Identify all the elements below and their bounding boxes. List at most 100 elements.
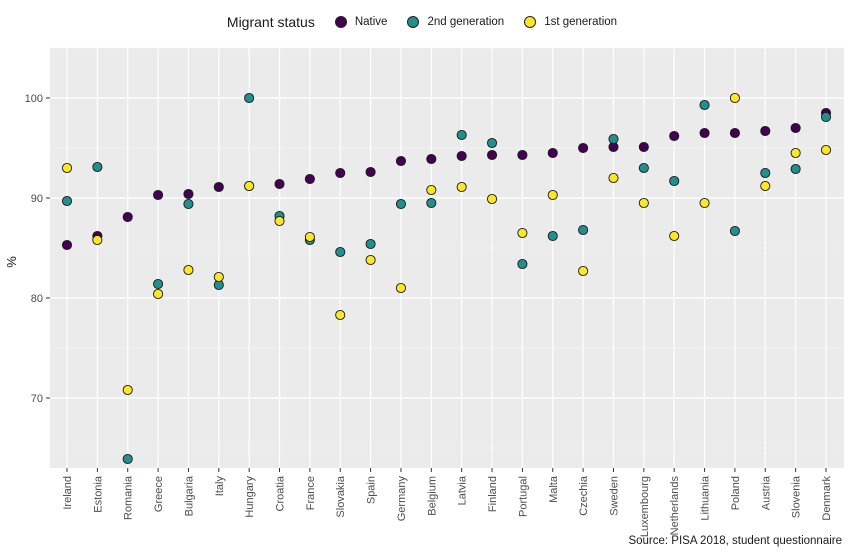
legend-item-1st-generation: 1st generation [524,16,617,28]
point-native [669,130,680,142]
point-2nd-generation [395,198,407,210]
x-tick-label: Spain [366,476,378,504]
point-1st-generation [122,384,133,396]
x-tick-label: Slovenia [791,475,803,518]
x-tick-label: Greece [153,476,165,512]
y-tick-label: 90 [31,193,43,205]
x-tick-label: Germany [396,476,408,522]
x-tick-label: Portugal [517,476,529,517]
x-tick-label: Italy [214,476,226,497]
source-note: Source: PISA 2018, student questionnaire [628,535,842,547]
point-2nd-generation [820,111,832,123]
gridlines [50,47,844,468]
point-native [395,155,407,167]
x-tick-label: Latvia [457,475,469,505]
point-1st-generation [153,288,164,300]
point-1st-generation [456,181,467,193]
point-1st-generation [486,193,498,205]
point-1st-generation [395,282,407,294]
point-2nd-generation [335,246,346,258]
point-1st-generation [820,144,832,156]
y-axis-title: % [4,256,19,268]
x-tick-label: France [305,476,317,510]
x-tick-label: Sweden [608,476,620,516]
legend-label-1st-generation: 1st generation [544,16,618,28]
plot-panel [50,48,844,468]
x-tick-label: Bulgaria [183,475,195,516]
point-2nd-generation [92,161,103,173]
legend-item-2nd-generation: 2nd generation [407,16,504,28]
point-native [153,189,164,201]
x-tick-label: Belgium [426,476,438,516]
point-1st-generation [183,264,194,276]
x-tick-label: Netherlands [669,476,681,536]
x-axis: Ireland Estonia Romania Greece Bulgaria Italy… [62,468,833,537]
x-tick-label: Romania [123,475,135,520]
y-tick-label: 100 [25,93,43,105]
point-2nd-generation [122,453,133,465]
point-2nd-generation [608,133,619,145]
point-native [304,173,315,185]
point-native [790,122,801,134]
point-native [760,125,771,137]
point-2nd-generation [638,162,649,174]
x-tick-label: Austria [760,475,772,510]
x-tick-label: Poland [730,476,742,510]
point-2nd-generation [244,92,255,104]
point-1st-generation [638,197,649,209]
point-native [456,150,467,162]
point-1st-generation [304,231,315,243]
legend-title: Migrant status [226,14,315,30]
point-1st-generation [61,162,73,174]
legend-item-native: Native [334,16,388,28]
point-2nd-generation [729,225,740,237]
x-tick-label: Slovakia [335,475,347,517]
point-native [183,188,194,200]
x-tick-label: Malta [548,475,560,503]
point-native [122,211,133,223]
y-tick-label: 80 [31,293,43,305]
x-tick-label: Czechia [578,475,590,516]
legend-label-native: Native [354,16,388,28]
point-native [578,142,589,154]
legend-swatch-1st-generation [524,16,537,28]
point-native [365,166,376,178]
point-2nd-generation [153,278,164,290]
legend-swatch-native [334,16,347,28]
point-1st-generation [517,227,528,239]
point-2nd-generation [426,197,437,209]
point-native [517,149,528,161]
point-native [486,149,498,161]
point-native [274,178,285,190]
point-2nd-generation [699,99,710,111]
point-2nd-generation [183,198,194,210]
point-native [426,153,437,165]
y-axis: 70 80 90 100 [25,93,50,405]
point-1st-generation [608,172,619,184]
point-2nd-generation [760,167,771,179]
point-native [729,127,740,139]
point-2nd-generation [486,137,498,149]
point-1st-generation [244,180,255,192]
point-1st-generation [274,215,285,227]
point-native [699,127,710,139]
x-tick-label: Luxembourg [639,476,651,537]
point-1st-generation [547,189,558,201]
point-1st-generation [578,265,589,277]
point-1st-generation [365,254,376,266]
point-1st-generation [92,234,103,246]
legend: Migrant status Native 2nd generation 1st… [0,10,850,34]
x-tick-label: Denmark [821,476,833,521]
point-1st-generation [669,230,680,242]
legend-swatch-2nd-generation [407,16,420,28]
point-1st-generation [699,197,710,209]
legend-label-2nd-generation: 2nd generation [427,16,505,28]
point-native [335,167,346,179]
point-2nd-generation [365,238,376,250]
x-tick-label: Finland [487,476,499,512]
point-1st-generation [760,180,771,192]
point-1st-generation [335,309,346,321]
point-2nd-generation [547,230,558,242]
point-native [213,181,224,193]
